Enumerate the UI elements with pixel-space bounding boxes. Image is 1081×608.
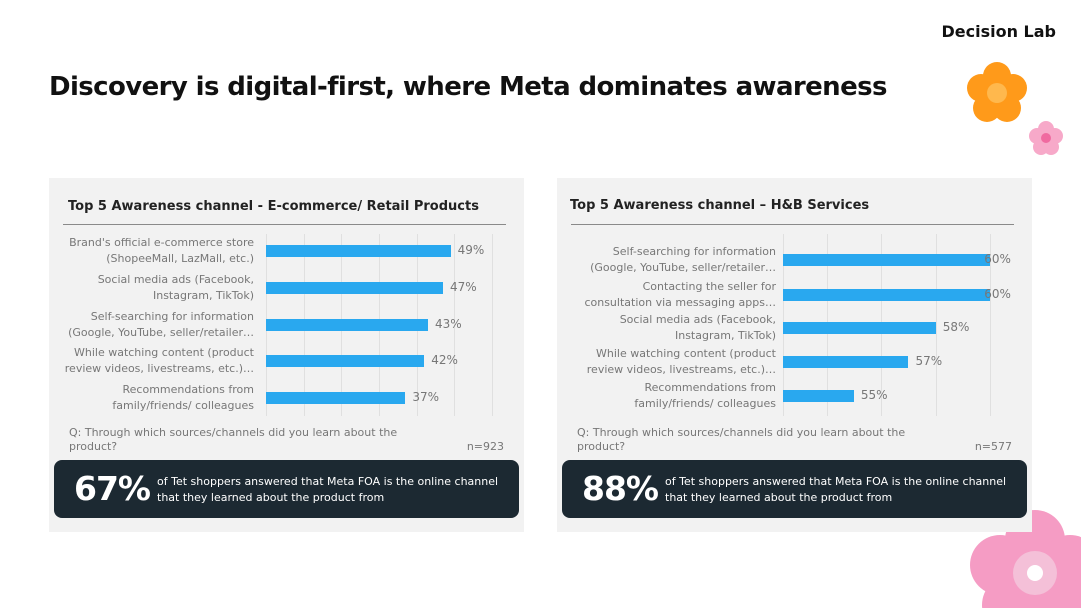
category-label: While watching content (product review v…: [64, 346, 254, 375]
chart-card-ecommerce: Top 5 Awareness channel - E-commerce/ Re…: [49, 178, 524, 532]
data-label: 55%: [860, 388, 888, 402]
category-label: Self-searching for information (Google, …: [68, 310, 254, 339]
gridline: [935, 234, 937, 416]
callout-value: 88%: [582, 469, 659, 508]
title-divider: [571, 224, 1014, 225]
data-label: 47%: [450, 280, 477, 294]
gridline: [454, 234, 456, 416]
data-label: 60%: [984, 287, 1011, 301]
data-label: 43%: [434, 317, 462, 331]
category-label: Contacting the seller for consultation v…: [584, 280, 776, 309]
data-label: 58%: [942, 320, 970, 334]
callout-box: 88% of Tet shoppers answered that Meta F…: [562, 460, 1027, 518]
brand-logo: Decision Lab: [941, 22, 1056, 41]
data-label: 42%: [431, 353, 458, 367]
data-label: 49%: [457, 243, 485, 257]
page-title: Discovery is digital-first, where Meta d…: [49, 72, 887, 102]
bar: [266, 392, 406, 404]
category-label: Social media ads (Facebook, Instagram, T…: [619, 313, 776, 342]
sample-size: n=577: [974, 440, 1012, 453]
bar: [783, 254, 991, 266]
chart-card-hb-services: Top 5 Awareness channel – H&B Services S…: [557, 178, 1032, 532]
bar-chart: Brand's official e-commerce store (Shope…: [49, 178, 524, 532]
gridline: [990, 234, 992, 416]
bar: [783, 322, 936, 334]
category-label: Self-searching for information (Google, …: [590, 245, 776, 274]
category-label: Recommendations from family/friends/ col…: [634, 381, 776, 410]
pink-flower-icon: [1029, 121, 1063, 155]
sample-size: n=923: [466, 440, 504, 453]
bar: [783, 390, 854, 402]
callout-text: of Tet shoppers answered that Meta FOA i…: [665, 475, 1007, 504]
bar: [783, 356, 909, 368]
category-label: Recommendations from family/friends/ col…: [112, 383, 254, 412]
bar-chart: Self-searching for information (Google, …: [557, 178, 1032, 532]
survey-question: Q: Through which sources/channels did yo…: [577, 426, 906, 453]
category-label: Brand's official e-commerce store (Shope…: [69, 236, 254, 265]
title-divider: [63, 224, 506, 225]
callout-text: of Tet shoppers answered that Meta FOA i…: [157, 475, 499, 504]
data-label: 57%: [915, 354, 943, 368]
bar: [266, 282, 444, 294]
chart-title: Top 5 Awareness channel - E-commerce/ Re…: [68, 199, 479, 214]
orange-flower-icon: [967, 62, 1027, 122]
chart-title: Top 5 Awareness channel – H&B Services: [570, 198, 870, 213]
bar: [266, 355, 425, 367]
data-label: 37%: [412, 390, 440, 404]
bar: [783, 289, 991, 301]
callout-value: 67%: [74, 469, 151, 508]
large-pink-flower-icon: [970, 510, 1081, 608]
survey-question: Q: Through which sources/channels did yo…: [69, 426, 398, 453]
category-label: Social media ads (Facebook, Instagram, T…: [97, 273, 254, 302]
category-label: While watching content (product review v…: [586, 347, 776, 376]
bar: [266, 319, 428, 331]
data-label: 60%: [984, 252, 1011, 266]
bar: [266, 245, 451, 257]
gridline: [492, 234, 493, 416]
callout-box: 67% of Tet shoppers answered that Meta F…: [54, 460, 519, 518]
